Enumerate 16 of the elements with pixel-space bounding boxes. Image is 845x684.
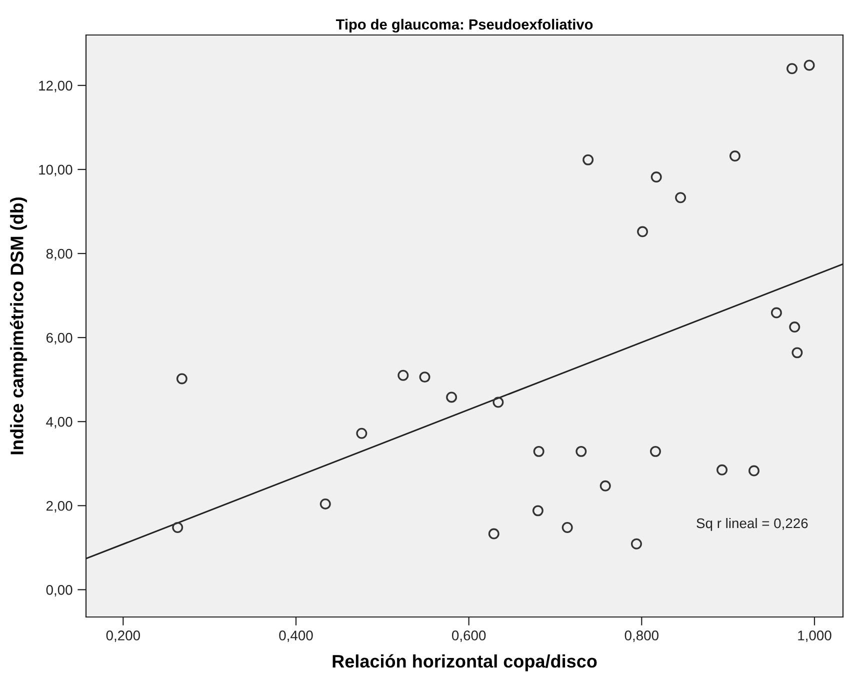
y-tick-label: 4,00 bbox=[46, 416, 72, 428]
x-tick-label: 1,000 bbox=[798, 630, 832, 642]
x-tick-label: 0,200 bbox=[106, 630, 140, 642]
y-tick-label: 0,00 bbox=[46, 585, 72, 596]
y-axis-title: Indice campimétrico DSM (db) bbox=[10, 197, 27, 454]
y-tick-label: 8,00 bbox=[46, 248, 72, 260]
annotation: Sq r lineal = 0,226 bbox=[696, 518, 808, 531]
x-tick-label: 0,600 bbox=[452, 630, 486, 642]
y-tick-label: 2,00 bbox=[46, 500, 72, 512]
chart-title: Tipo de glaucoma: Pseudoexfoliativo bbox=[336, 18, 593, 33]
x-tick-label: 0,400 bbox=[279, 630, 313, 642]
y-tick-label: 10,00 bbox=[39, 164, 72, 176]
y-tick-label: 6,00 bbox=[46, 332, 72, 344]
x-tick-label: 0,800 bbox=[624, 630, 658, 642]
x-axis-title: Relación horizontal copa/disco bbox=[332, 654, 597, 672]
y-tick-label: 12,00 bbox=[39, 80, 72, 92]
